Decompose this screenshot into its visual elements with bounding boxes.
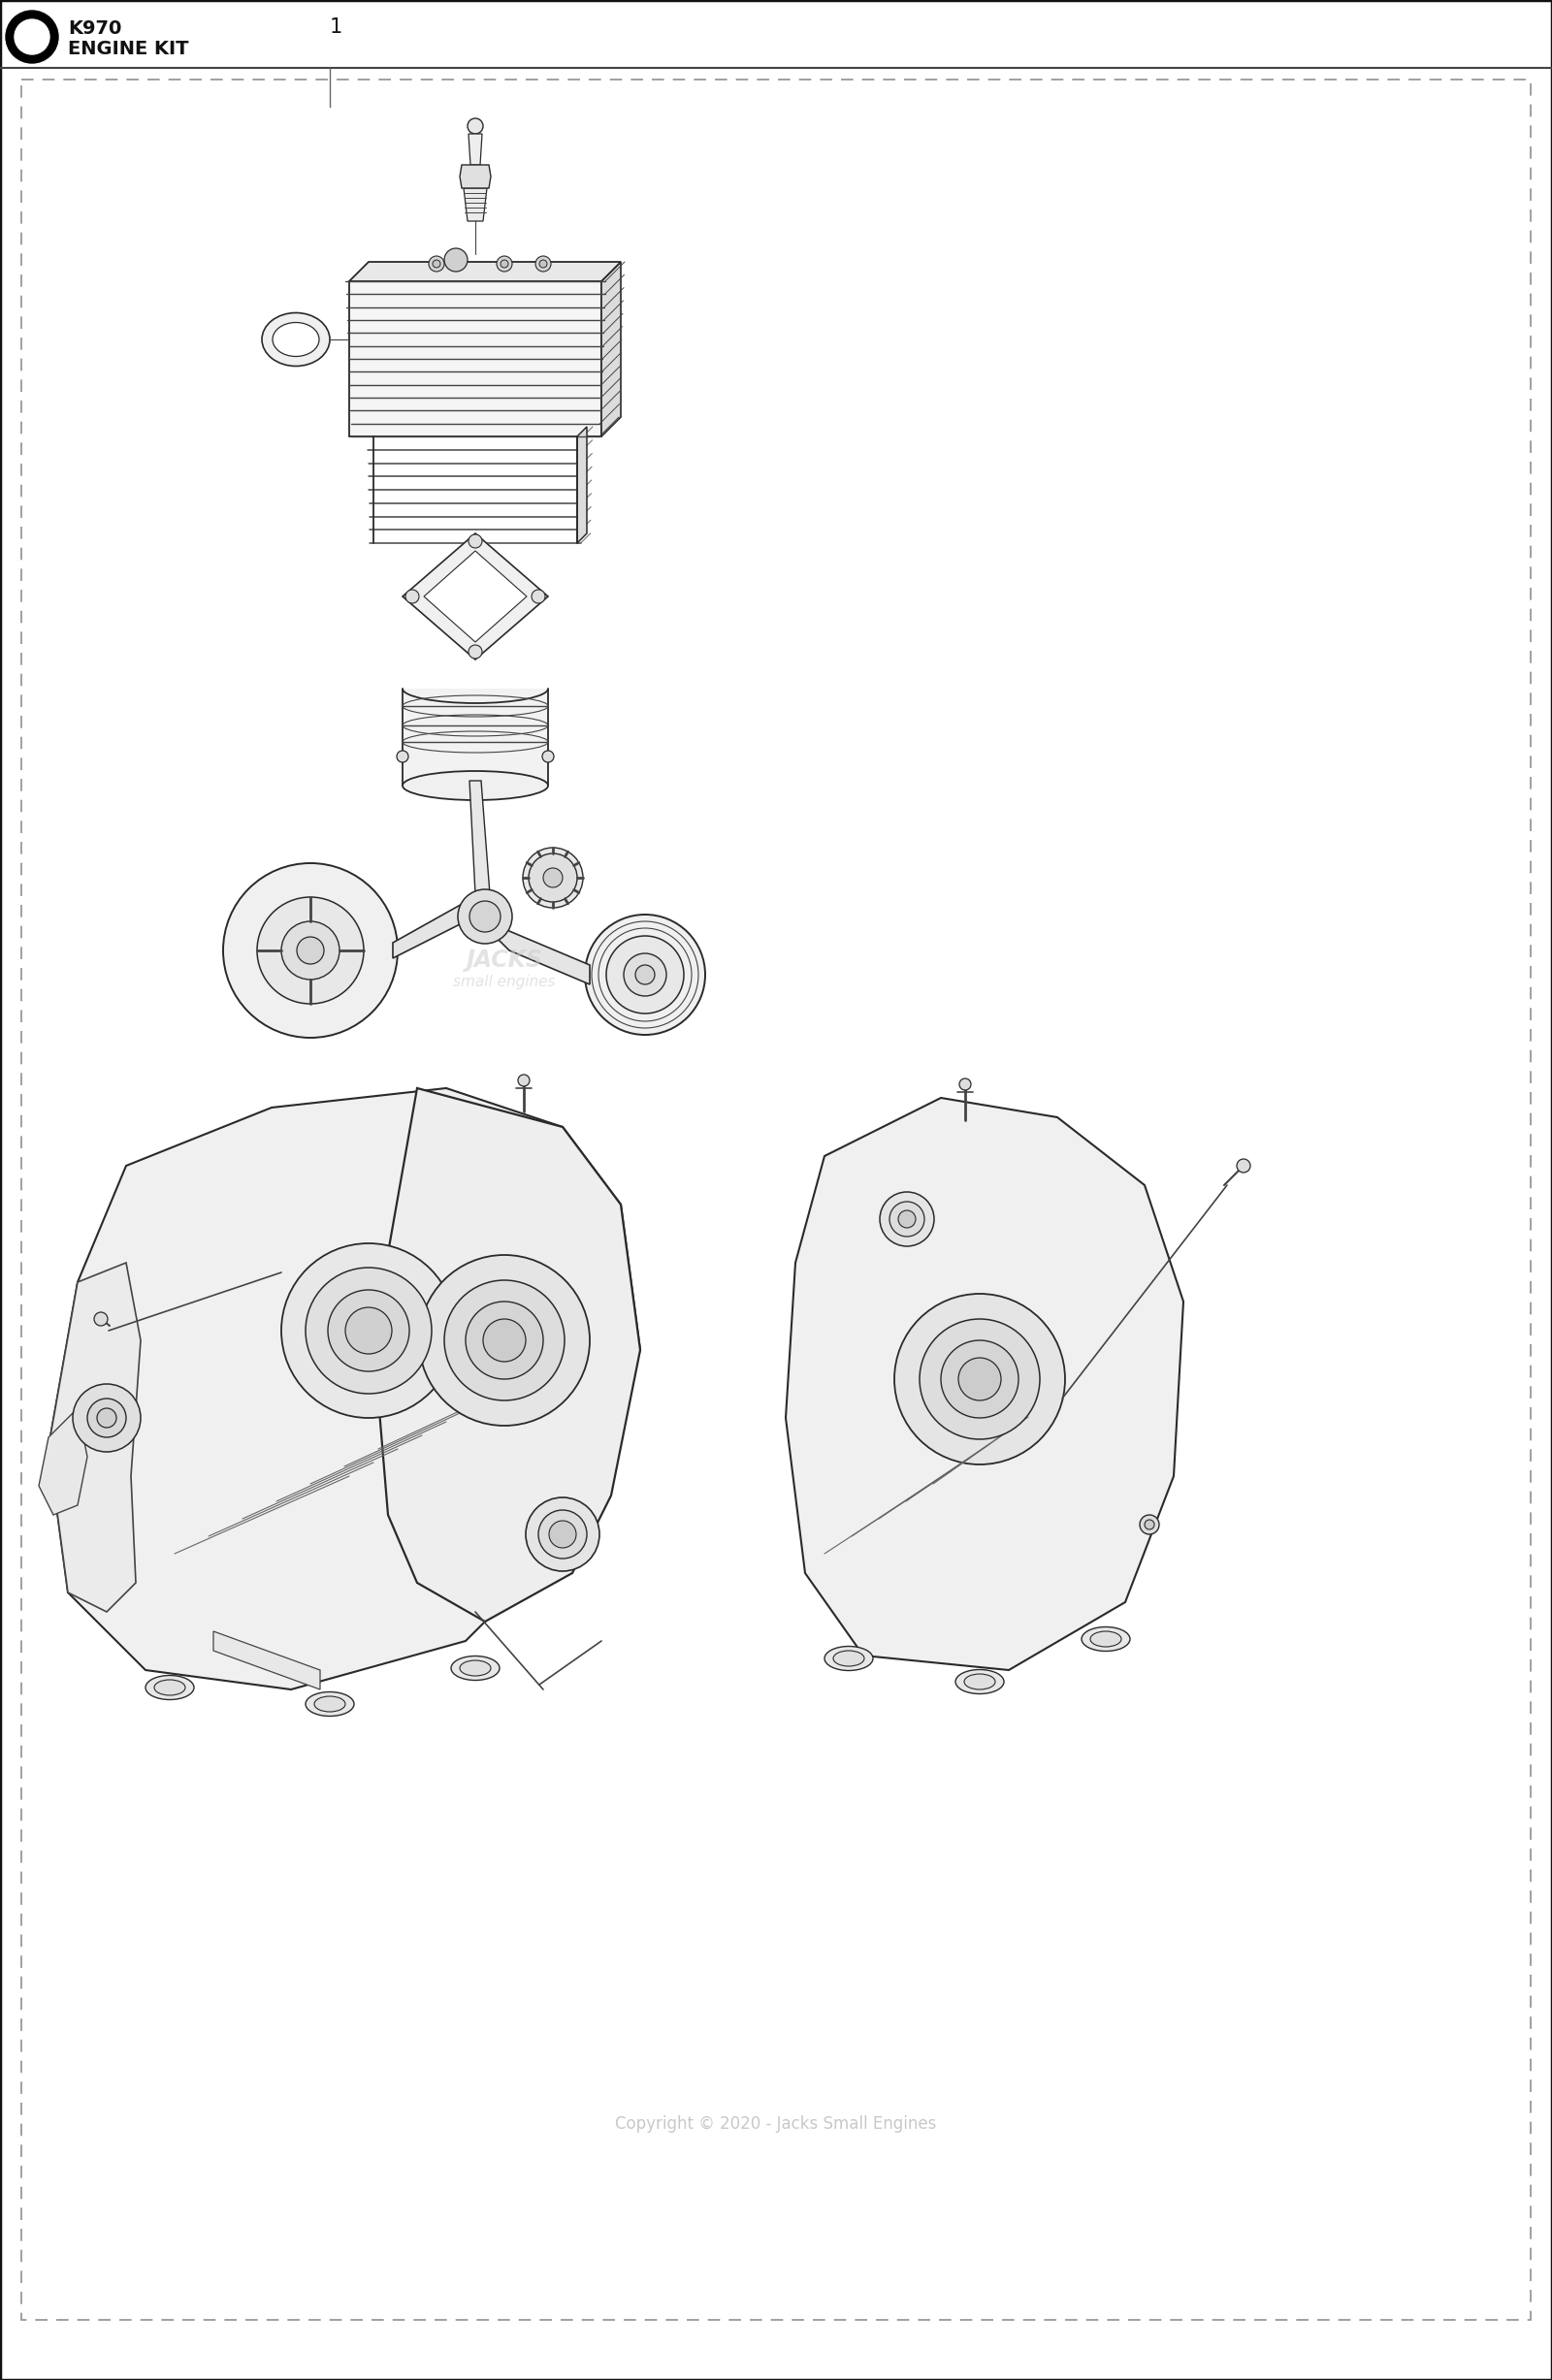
Ellipse shape bbox=[459, 1661, 490, 1676]
Circle shape bbox=[14, 19, 50, 55]
Text: K970: K970 bbox=[68, 19, 121, 38]
Circle shape bbox=[607, 935, 684, 1014]
Circle shape bbox=[281, 921, 340, 981]
Polygon shape bbox=[48, 1088, 641, 1690]
Ellipse shape bbox=[1082, 1628, 1130, 1652]
Circle shape bbox=[635, 964, 655, 985]
Ellipse shape bbox=[154, 1680, 185, 1695]
Polygon shape bbox=[214, 1630, 320, 1690]
Circle shape bbox=[497, 257, 512, 271]
Circle shape bbox=[73, 1383, 141, 1452]
Circle shape bbox=[540, 259, 546, 267]
Text: JACKS: JACKS bbox=[466, 950, 543, 971]
Circle shape bbox=[258, 897, 363, 1004]
Text: small engines: small engines bbox=[453, 973, 556, 988]
Ellipse shape bbox=[824, 1647, 872, 1671]
Circle shape bbox=[543, 869, 562, 888]
Polygon shape bbox=[469, 133, 483, 164]
Circle shape bbox=[535, 257, 551, 271]
Circle shape bbox=[419, 1254, 590, 1426]
Ellipse shape bbox=[452, 1656, 500, 1680]
Circle shape bbox=[959, 1078, 972, 1090]
Circle shape bbox=[96, 1409, 116, 1428]
Circle shape bbox=[306, 1269, 431, 1395]
Polygon shape bbox=[469, 781, 494, 933]
Ellipse shape bbox=[833, 1652, 864, 1666]
Ellipse shape bbox=[964, 1673, 995, 1690]
Circle shape bbox=[469, 536, 483, 547]
Ellipse shape bbox=[314, 1697, 345, 1711]
Circle shape bbox=[433, 259, 441, 267]
Circle shape bbox=[6, 10, 59, 62]
Text: 1: 1 bbox=[329, 17, 343, 36]
Polygon shape bbox=[577, 426, 587, 543]
Circle shape bbox=[531, 590, 545, 602]
Circle shape bbox=[539, 1509, 587, 1559]
Circle shape bbox=[526, 1497, 599, 1571]
Circle shape bbox=[467, 119, 483, 133]
Circle shape bbox=[523, 847, 584, 907]
Circle shape bbox=[1237, 1159, 1251, 1173]
Circle shape bbox=[223, 864, 397, 1038]
Circle shape bbox=[549, 1521, 576, 1547]
Circle shape bbox=[1145, 1521, 1155, 1530]
Circle shape bbox=[941, 1340, 1018, 1418]
Circle shape bbox=[889, 1202, 925, 1238]
Text: Copyright © 2020 - Jacks Small Engines: Copyright © 2020 - Jacks Small Engines bbox=[615, 2116, 937, 2132]
Circle shape bbox=[95, 1311, 107, 1326]
Circle shape bbox=[469, 902, 500, 933]
Ellipse shape bbox=[306, 1692, 354, 1716]
Polygon shape bbox=[785, 1097, 1184, 1671]
Circle shape bbox=[466, 1302, 543, 1378]
Circle shape bbox=[444, 1280, 565, 1399]
Circle shape bbox=[428, 257, 444, 271]
Circle shape bbox=[518, 1076, 529, 1085]
Circle shape bbox=[880, 1192, 934, 1247]
Bar bbox=[402, 688, 548, 785]
Polygon shape bbox=[424, 550, 526, 643]
Polygon shape bbox=[602, 262, 621, 436]
Polygon shape bbox=[349, 262, 621, 281]
Circle shape bbox=[894, 1295, 1065, 1464]
Circle shape bbox=[959, 1357, 1001, 1399]
Text: ENGINE KIT: ENGINE KIT bbox=[68, 40, 189, 57]
Circle shape bbox=[624, 954, 666, 997]
Circle shape bbox=[469, 645, 483, 659]
Ellipse shape bbox=[1090, 1630, 1121, 1647]
Circle shape bbox=[405, 590, 419, 602]
Polygon shape bbox=[48, 1264, 141, 1611]
Circle shape bbox=[1139, 1516, 1159, 1535]
Polygon shape bbox=[402, 533, 548, 659]
Circle shape bbox=[327, 1290, 410, 1371]
Circle shape bbox=[585, 914, 705, 1035]
Polygon shape bbox=[393, 902, 590, 985]
Circle shape bbox=[500, 259, 509, 267]
Circle shape bbox=[529, 854, 577, 902]
Ellipse shape bbox=[273, 321, 320, 357]
Polygon shape bbox=[349, 281, 602, 436]
Polygon shape bbox=[464, 188, 487, 221]
Circle shape bbox=[345, 1307, 391, 1354]
Ellipse shape bbox=[956, 1671, 1004, 1695]
Circle shape bbox=[444, 248, 467, 271]
Ellipse shape bbox=[402, 771, 548, 800]
Circle shape bbox=[397, 750, 408, 762]
Polygon shape bbox=[379, 1088, 641, 1621]
Circle shape bbox=[483, 1319, 526, 1361]
Polygon shape bbox=[459, 164, 490, 188]
Polygon shape bbox=[39, 1409, 87, 1516]
Circle shape bbox=[296, 938, 324, 964]
Circle shape bbox=[87, 1399, 126, 1438]
Circle shape bbox=[458, 890, 512, 942]
Ellipse shape bbox=[146, 1676, 194, 1699]
Ellipse shape bbox=[262, 312, 329, 367]
Circle shape bbox=[542, 750, 554, 762]
Circle shape bbox=[899, 1211, 916, 1228]
Circle shape bbox=[281, 1242, 456, 1418]
Circle shape bbox=[919, 1319, 1040, 1440]
